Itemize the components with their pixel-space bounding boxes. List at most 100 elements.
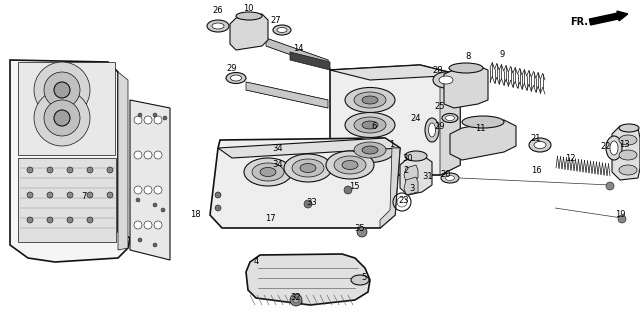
Ellipse shape	[439, 76, 453, 84]
Circle shape	[107, 192, 113, 198]
Circle shape	[153, 243, 157, 247]
Text: 7: 7	[81, 191, 86, 201]
Circle shape	[87, 217, 93, 223]
Ellipse shape	[619, 135, 637, 145]
FancyArrow shape	[589, 11, 628, 25]
Circle shape	[54, 82, 70, 98]
Circle shape	[136, 198, 140, 202]
Circle shape	[357, 227, 367, 237]
Ellipse shape	[326, 151, 374, 179]
Text: 32: 32	[291, 293, 301, 302]
Ellipse shape	[425, 118, 439, 142]
Circle shape	[161, 208, 165, 212]
Text: 9: 9	[499, 50, 504, 59]
Ellipse shape	[462, 116, 504, 128]
Circle shape	[144, 151, 152, 159]
Ellipse shape	[351, 275, 369, 285]
Ellipse shape	[334, 156, 366, 174]
Polygon shape	[266, 38, 328, 68]
Circle shape	[144, 186, 152, 194]
Ellipse shape	[442, 114, 458, 123]
Text: 25: 25	[435, 101, 445, 110]
Ellipse shape	[354, 142, 386, 158]
Text: 33: 33	[307, 197, 317, 206]
Text: FR.: FR.	[570, 17, 588, 27]
Polygon shape	[444, 66, 488, 108]
Circle shape	[618, 215, 626, 223]
Text: 12: 12	[564, 154, 575, 163]
Text: 22: 22	[601, 141, 611, 150]
Polygon shape	[246, 254, 370, 305]
Ellipse shape	[362, 146, 378, 154]
Text: 4: 4	[253, 258, 259, 267]
Ellipse shape	[212, 23, 224, 29]
Polygon shape	[230, 14, 268, 50]
Polygon shape	[330, 65, 460, 80]
Ellipse shape	[230, 75, 241, 81]
Circle shape	[344, 186, 352, 194]
Ellipse shape	[441, 173, 459, 183]
Polygon shape	[290, 52, 330, 70]
Polygon shape	[400, 155, 432, 195]
Ellipse shape	[345, 138, 395, 163]
Ellipse shape	[273, 25, 291, 35]
Circle shape	[47, 192, 53, 198]
Text: 28: 28	[433, 66, 444, 75]
Ellipse shape	[445, 175, 454, 180]
Text: 24: 24	[411, 114, 421, 123]
Circle shape	[87, 167, 93, 173]
Text: 34: 34	[273, 143, 284, 153]
Circle shape	[215, 205, 221, 211]
Circle shape	[215, 192, 221, 198]
Polygon shape	[10, 60, 130, 262]
Ellipse shape	[619, 165, 637, 175]
Ellipse shape	[362, 96, 378, 104]
Text: 30: 30	[403, 154, 413, 163]
Text: 29: 29	[435, 122, 445, 131]
Circle shape	[27, 167, 33, 173]
Ellipse shape	[207, 20, 229, 32]
Text: 8: 8	[465, 52, 470, 60]
Circle shape	[606, 182, 614, 190]
Text: 18: 18	[189, 210, 200, 219]
Circle shape	[153, 113, 157, 117]
Ellipse shape	[252, 163, 284, 181]
Ellipse shape	[397, 197, 407, 207]
Polygon shape	[440, 75, 460, 175]
Text: 27: 27	[271, 15, 282, 25]
Ellipse shape	[606, 136, 622, 160]
Circle shape	[293, 297, 299, 303]
Ellipse shape	[300, 164, 316, 172]
Circle shape	[34, 62, 90, 118]
Ellipse shape	[354, 117, 386, 133]
Ellipse shape	[429, 123, 435, 137]
Text: 29: 29	[227, 63, 237, 73]
Polygon shape	[210, 138, 400, 228]
Text: 20: 20	[441, 170, 451, 179]
Circle shape	[54, 110, 70, 126]
Ellipse shape	[292, 159, 324, 177]
Polygon shape	[380, 148, 400, 228]
Text: 1: 1	[389, 140, 395, 148]
Ellipse shape	[610, 141, 618, 155]
Text: 3: 3	[410, 183, 415, 193]
Text: 31: 31	[422, 172, 433, 180]
Ellipse shape	[619, 150, 637, 160]
Ellipse shape	[345, 113, 395, 138]
Polygon shape	[246, 82, 328, 108]
Polygon shape	[218, 138, 400, 158]
Circle shape	[154, 186, 162, 194]
Circle shape	[153, 203, 157, 207]
Circle shape	[67, 217, 73, 223]
Polygon shape	[18, 62, 115, 155]
Circle shape	[27, 192, 33, 198]
Circle shape	[138, 238, 142, 242]
Circle shape	[290, 294, 302, 306]
Ellipse shape	[236, 12, 262, 20]
Text: 17: 17	[265, 213, 275, 222]
Circle shape	[107, 167, 113, 173]
Text: 16: 16	[531, 165, 541, 174]
Circle shape	[134, 151, 142, 159]
Circle shape	[87, 192, 93, 198]
Ellipse shape	[433, 72, 459, 88]
